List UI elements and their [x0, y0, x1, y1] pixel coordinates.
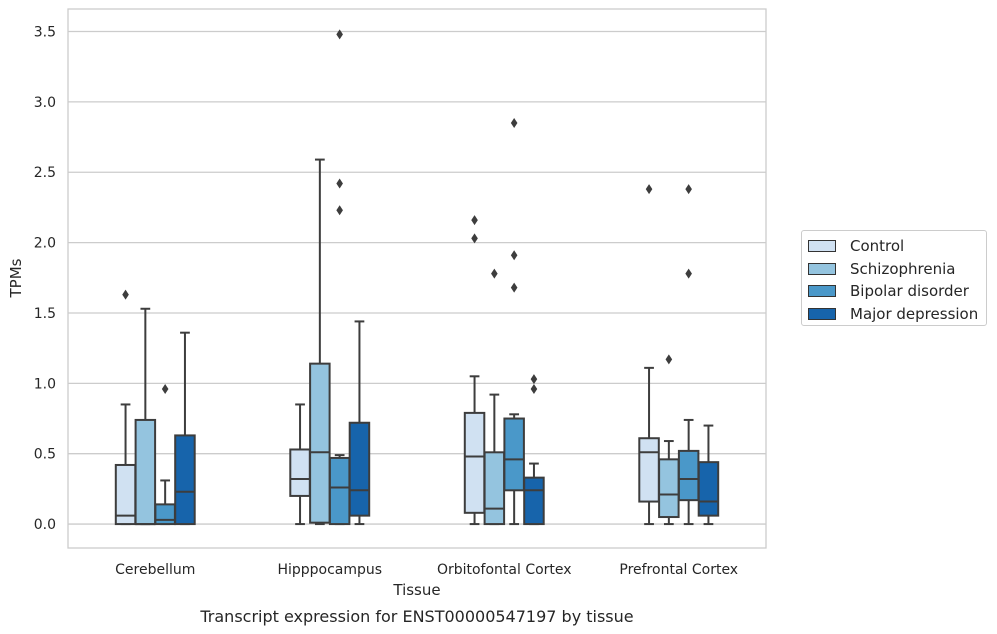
box-bipolar-disorder [154, 383, 176, 526]
box-control [463, 215, 486, 526]
outlier-point [122, 289, 129, 300]
outlier-point [161, 383, 169, 394]
legend-swatch [808, 307, 836, 320]
box-body [483, 451, 506, 526]
box-bipolar-disorder [503, 117, 525, 526]
outlier-point [491, 268, 498, 279]
outlier-point [685, 184, 692, 195]
box-body [134, 418, 157, 526]
box-body [154, 503, 176, 526]
x-tick-label: Prefrontal Cortex [619, 562, 738, 578]
box-body [463, 411, 486, 514]
box-body [697, 461, 720, 517]
y-tick-labels: 0.0 0.5 1.0 1.5 2.0 2.5 3.0 3.5 [34, 25, 56, 534]
box-schizophrenia [309, 158, 331, 526]
x-tick-labels: Cerebellum Hipppocampus Orbitofontal Corte… [115, 562, 738, 578]
box-major-depression [348, 320, 371, 526]
legend: Control Schizophrenia Bipolar disorder Majo… [801, 230, 987, 326]
outlier-point [336, 178, 343, 189]
legend-label: Major depression [850, 304, 979, 323]
box-bipolar-disorder [677, 184, 700, 526]
boxes [114, 29, 720, 526]
x-tick-label: Hipppocampus [277, 562, 382, 578]
y-tick-label: 0.0 [34, 517, 56, 533]
y-tick-label: 2.0 [34, 236, 56, 252]
legend-swatch [808, 262, 836, 275]
box-body [677, 449, 700, 502]
x-axis-title: Tissue [392, 581, 440, 599]
legend-item: Major depression [808, 303, 986, 326]
outlier-point [530, 374, 538, 385]
box-body [523, 476, 545, 526]
outlier-point [510, 117, 518, 128]
plot-frame [67, 8, 767, 549]
y-tick-label: 1.0 [34, 376, 56, 392]
outlier-point [530, 383, 538, 394]
outlier-point [336, 29, 343, 40]
legend-label: Bipolar disorder [850, 282, 969, 301]
y-tick-label: 1.5 [34, 306, 56, 322]
gridlines [68, 30, 766, 525]
box-body [638, 437, 660, 503]
chart-caption: Transcript expression for ENST0000054719… [199, 607, 633, 626]
box-schizophrenia [483, 268, 506, 526]
box-control [289, 403, 311, 526]
y-axis-title: TPMs [7, 258, 25, 298]
outlier-point [471, 233, 478, 244]
box-bipolar-disorder [328, 29, 351, 526]
legend-item: Control [808, 235, 986, 258]
box-body [503, 417, 525, 492]
outlier-point [471, 215, 478, 226]
legend-item: Schizophrenia [808, 258, 986, 281]
box-control [114, 289, 137, 526]
outlier-point [665, 354, 673, 365]
y-tick-label: 3.5 [34, 25, 56, 41]
box-body [174, 434, 196, 526]
x-tick-label: Orbitofontal Cortex [437, 562, 572, 578]
box-body [309, 362, 331, 524]
box-major-depression [174, 331, 196, 526]
y-tick-label: 3.0 [34, 95, 56, 111]
box-major-depression [697, 424, 720, 526]
box-body [289, 448, 311, 497]
outlier-point [510, 282, 518, 293]
legend-swatch [808, 240, 836, 253]
box-body [328, 456, 351, 526]
box-control [638, 184, 660, 526]
legend-label: Control [850, 237, 905, 256]
x-tick-label: Cerebellum [115, 562, 195, 578]
y-tick-label: 0.5 [34, 447, 56, 463]
outlier-point [685, 268, 692, 279]
legend-label: Schizophrenia [850, 259, 956, 278]
box-body [658, 458, 680, 519]
outlier-point [336, 205, 343, 216]
outlier-point [645, 184, 653, 195]
box-schizophrenia [134, 307, 157, 526]
box-schizophrenia [658, 354, 680, 526]
legend-swatch [808, 285, 836, 298]
y-tick-label: 2.5 [34, 165, 56, 181]
box-body [348, 421, 371, 517]
legend-item: Bipolar disorder [808, 280, 986, 303]
box-major-depression [523, 374, 545, 526]
outlier-point [510, 250, 518, 261]
